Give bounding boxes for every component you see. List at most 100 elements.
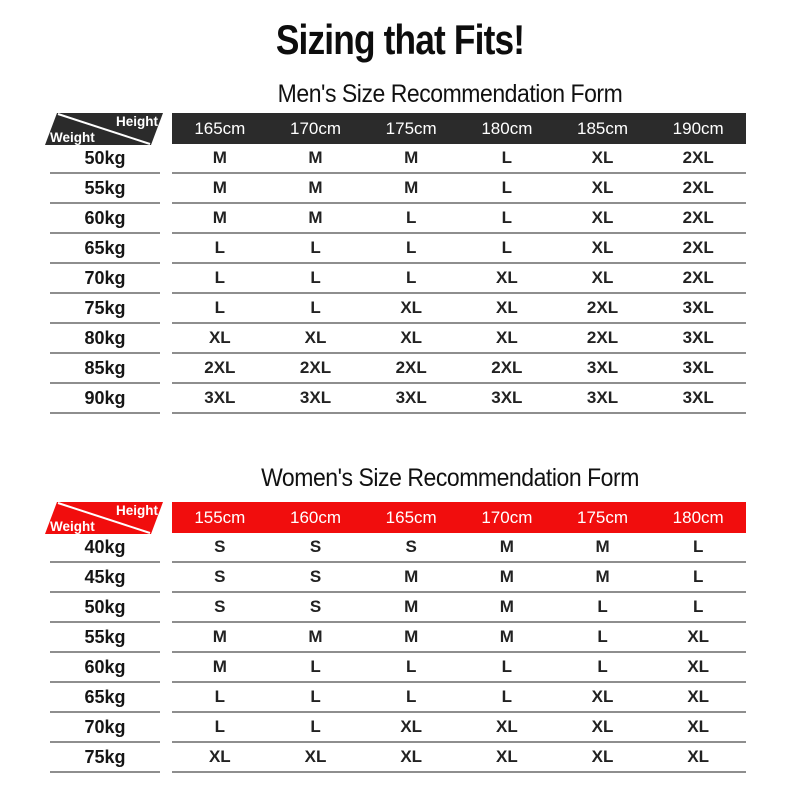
size-cell: L xyxy=(405,687,417,706)
mens-size-table: Height Weight 165cm 170cm 175cm 180cm 18… xyxy=(0,113,800,414)
size-cell: XL xyxy=(591,148,614,167)
size-row: M L L L L XL xyxy=(172,653,746,683)
table-row: 50kg S S M M L L xyxy=(0,593,800,623)
size-cell: L xyxy=(501,238,513,257)
size-cell: XL xyxy=(208,328,231,347)
size-cell: 2XL xyxy=(395,358,427,377)
size-cell: M xyxy=(212,657,227,676)
size-cell: 2XL xyxy=(682,178,714,197)
size-cell: S xyxy=(214,537,226,556)
size-cell: 2XL xyxy=(682,238,714,257)
size-cell: L xyxy=(310,687,321,706)
size-cell: L xyxy=(214,268,226,287)
size-cell: XL xyxy=(687,657,710,676)
weight-cell: 50kg xyxy=(50,144,160,174)
size-cell: L xyxy=(405,268,417,287)
table-row: 45kg S S M M M L xyxy=(0,563,800,593)
size-cell: 3XL xyxy=(491,388,523,407)
size-cell: L xyxy=(310,717,321,736)
height-header: 180cm xyxy=(672,507,724,527)
size-cell: L xyxy=(310,238,321,257)
size-cell: L xyxy=(597,657,608,676)
size-cell: 2XL xyxy=(682,208,714,227)
size-row: M M M L XL 2XL xyxy=(172,144,746,174)
size-cell: XL xyxy=(687,687,710,706)
size-cell: M xyxy=(212,148,227,167)
size-cell: XL xyxy=(495,747,518,766)
corner-diagonal-line xyxy=(57,113,151,145)
size-cell: M xyxy=(499,627,514,646)
weight-height-corner-cell: Height Weight xyxy=(45,502,163,534)
weight-cell: 60kg xyxy=(50,653,160,683)
weight-cell: 55kg xyxy=(50,174,160,204)
size-cell: L xyxy=(693,537,704,556)
size-cell: M xyxy=(308,148,323,167)
table-row: 75kg XL XL XL XL XL XL xyxy=(0,743,800,773)
page-title: Sizing that Fits! xyxy=(275,16,525,63)
size-cell: L xyxy=(310,657,321,676)
height-header: 180cm xyxy=(481,118,533,138)
weight-cell: 65kg xyxy=(50,683,160,713)
size-cell: XL xyxy=(591,687,614,706)
table-row: 70kg L L XL XL XL XL xyxy=(0,713,800,743)
table-row: 90kg 3XL 3XL 3XL 3XL 3XL 3XL xyxy=(0,384,800,414)
height-header: 190cm xyxy=(672,118,724,138)
size-cell: L xyxy=(693,567,704,586)
table-header-row: Height Weight 165cm 170cm 175cm 180cm 18… xyxy=(0,113,800,145)
size-cell: S xyxy=(309,567,322,586)
size-row: 3XL 3XL 3XL 3XL 3XL 3XL xyxy=(172,384,746,414)
size-cell: M xyxy=(212,627,227,646)
size-cell: 3XL xyxy=(682,328,714,347)
table-row: 55kg M M M M L XL xyxy=(0,623,800,653)
size-cell: 3XL xyxy=(299,388,332,407)
size-cell: S xyxy=(214,597,226,616)
corner-weight-label: Weight xyxy=(50,519,95,534)
height-header: 160cm xyxy=(289,507,342,527)
size-cell: M xyxy=(404,627,419,646)
size-cell: XL xyxy=(591,747,614,766)
size-row: 2XL 2XL 2XL 2XL 3XL 3XL xyxy=(172,354,746,384)
size-cell: M xyxy=(212,208,227,227)
size-row: L L L L XL 2XL xyxy=(172,234,746,264)
size-row: S S M M L L xyxy=(172,593,746,623)
table-row: 85kg 2XL 2XL 2XL 2XL 3XL 3XL xyxy=(0,354,800,384)
size-cell: L xyxy=(214,717,226,736)
size-cell: M xyxy=(404,567,419,586)
weight-cell: 40kg xyxy=(50,533,160,563)
size-cell: M xyxy=(308,178,323,197)
size-cell: L xyxy=(501,687,513,706)
size-cell: XL xyxy=(591,178,614,197)
height-header: 165cm xyxy=(385,507,437,527)
weight-cell: 85kg xyxy=(50,354,160,384)
size-row: XL XL XL XL XL XL xyxy=(172,743,746,773)
size-cell: M xyxy=(595,567,610,586)
size-cell: XL xyxy=(495,268,518,287)
size-cell: M xyxy=(308,208,323,227)
womens-table-title: Women's Size Recommendation Form xyxy=(261,464,639,492)
size-row: XL XL XL XL 2XL 3XL xyxy=(172,324,746,354)
size-cell: L xyxy=(214,298,226,317)
height-header: 170cm xyxy=(289,118,342,138)
height-header: 155cm xyxy=(194,507,246,527)
size-cell: 2XL xyxy=(586,328,619,347)
corner-diagonal-line xyxy=(57,502,151,534)
size-cell: L xyxy=(214,238,226,257)
table-row: 55kg M M M L XL 2XL xyxy=(0,174,800,204)
height-header: 165cm xyxy=(194,118,246,138)
size-cell: L xyxy=(405,657,417,676)
weight-cell: 75kg xyxy=(50,294,160,324)
weight-cell: 80kg xyxy=(50,324,160,354)
size-cell: 3XL xyxy=(395,388,427,407)
size-row: S S S M M L xyxy=(172,533,746,563)
height-header: 185cm xyxy=(577,118,629,138)
size-cell: XL xyxy=(591,238,614,257)
weight-height-corner-cell: Height Weight xyxy=(45,113,163,145)
weight-cell: 45kg xyxy=(50,563,160,593)
womens-size-table: Height Weight 155cm 160cm 165cm 170cm 17… xyxy=(0,502,800,773)
weight-cell: 70kg xyxy=(50,713,160,743)
size-cell: XL xyxy=(208,747,231,766)
weight-cell: 70kg xyxy=(50,264,160,294)
table-row: 65kg L L L L XL XL xyxy=(0,683,800,713)
size-row: L L XL XL 2XL 3XL xyxy=(172,294,746,324)
